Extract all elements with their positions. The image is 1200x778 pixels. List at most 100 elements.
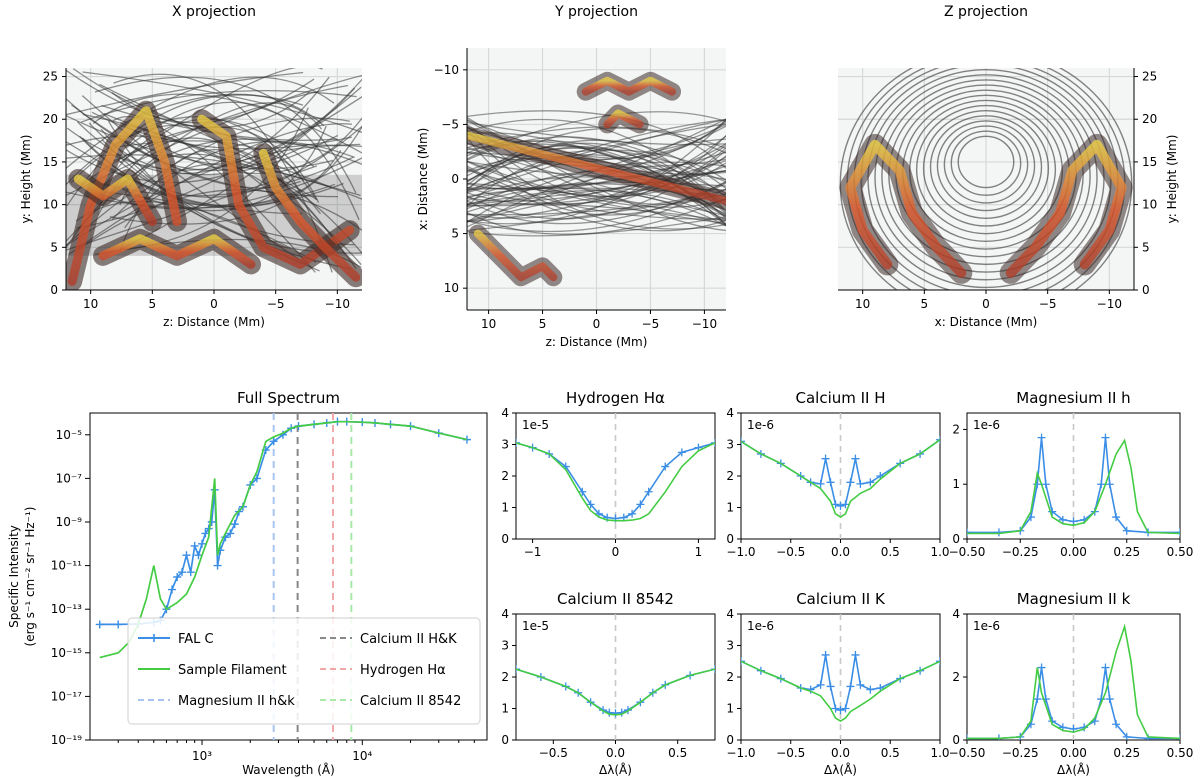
data-point: [1112, 720, 1121, 729]
y-axis-label: Specific Intensity: [7, 525, 21, 628]
y-axis-label: y: Height (Mm): [19, 135, 33, 224]
y-tick-label: 2: [952, 422, 960, 436]
y-tick-label: 2: [501, 670, 509, 684]
data-point: [1048, 507, 1057, 516]
x-tick-label: 0.50: [1167, 545, 1194, 559]
field-loop: [922, 109, 1050, 227]
y-tick-label: 10⁻⁷: [56, 471, 83, 485]
data-point: [1069, 517, 1078, 526]
data-point: [186, 568, 195, 577]
data-point: [1105, 480, 1114, 489]
field-line: [467, 147, 726, 217]
y-tick-label: 0: [501, 733, 509, 747]
field-loop: [915, 104, 1057, 235]
data-point: [841, 500, 850, 509]
x-tick-label: 5: [921, 297, 929, 311]
series-line: [967, 438, 1180, 535]
x-tick-label: 0.0: [831, 545, 850, 559]
x-tick-label: −10: [325, 297, 350, 311]
y-axis-label: y: Height (Mm): [1165, 135, 1179, 224]
data-point: [1176, 528, 1180, 537]
field-line: [66, 97, 339, 198]
x-tick-label: −5: [267, 297, 285, 311]
y-tick-label: 10: [43, 198, 58, 212]
field-line: [467, 165, 726, 207]
data-point: [866, 685, 875, 694]
data-point: [226, 529, 235, 538]
field-line: [91, 157, 362, 210]
data-point: [269, 437, 278, 446]
y-tick-label: −5: [441, 117, 459, 131]
x-tick-label: 1.0: [930, 746, 949, 760]
profile-title: Calcium II 8542: [557, 590, 674, 608]
x-tick-label: −1: [524, 545, 542, 559]
x-axis-label: z: Distance (Mm): [546, 335, 648, 349]
x-tick-label: 0: [612, 545, 620, 559]
y-tick-label: 10⁻¹⁷: [51, 689, 82, 703]
y-tick-label: 10⁻⁹: [56, 515, 83, 529]
data-point: [213, 561, 222, 570]
x-tick-label: −10: [1097, 297, 1122, 311]
y-tick-label: 10⁻⁵: [56, 428, 83, 442]
y-tick-label: 4: [726, 406, 734, 420]
scale-label: 1e-5: [522, 418, 549, 432]
data-point: [711, 438, 715, 447]
y-tick-label: 10⁻¹⁵: [51, 646, 82, 660]
x-tick-label: 1: [695, 545, 703, 559]
x-tick-label: 5: [149, 297, 157, 311]
data-point: [826, 682, 835, 691]
field-line: [81, 89, 357, 123]
x-tick-label: 10: [855, 297, 870, 311]
series-line: [516, 668, 715, 716]
data-point: [207, 518, 216, 526]
y-tick-label: 4: [501, 406, 509, 420]
projection-title: X projection: [172, 4, 256, 20]
filament-tube: [258, 148, 361, 282]
x-tick-label: 0.50: [1167, 746, 1194, 760]
profile-plot-area: [967, 413, 1180, 539]
y-tick-label: 20: [1142, 112, 1157, 126]
profile-title: Calcium II K: [796, 590, 886, 608]
y-tick-label: 0: [50, 283, 58, 297]
x-tick-label: 0: [593, 317, 601, 331]
y-tick-label: 4: [952, 607, 960, 621]
y-tick-label: 1: [501, 702, 509, 716]
data-point: [936, 435, 940, 444]
field-line: [467, 138, 726, 228]
field-line: [467, 149, 726, 220]
legend-label: Calcium II H&K: [360, 632, 457, 647]
y-tick-label: 15: [43, 155, 58, 169]
data-point: [1101, 663, 1110, 672]
data-point: [628, 509, 637, 518]
x-tick-label: −0.25: [1002, 746, 1039, 760]
filament-tube: [1005, 139, 1127, 278]
profile-title: Magnesium II h: [1016, 389, 1130, 407]
y-tick-label: 5: [50, 240, 58, 254]
field-line: [467, 149, 726, 182]
data-point: [741, 437, 745, 446]
data-point: [851, 650, 860, 659]
x-tick-label: 0: [210, 297, 218, 311]
y-tick-label: 1: [952, 477, 960, 491]
field-loop: [943, 125, 1029, 204]
data-point: [230, 520, 239, 529]
projection-title: Y projection: [554, 4, 638, 20]
field-line: [66, 71, 304, 116]
series-line: [967, 623, 1180, 740]
data-point: [856, 680, 865, 689]
x-tick-label: 0: [982, 297, 990, 311]
data-point: [831, 500, 840, 509]
profile-plot-area: [516, 614, 715, 740]
x-tick-label: 0.5: [668, 746, 687, 760]
field-line: [467, 147, 726, 183]
data-point: [677, 448, 686, 457]
series-line: [99, 420, 468, 659]
field-line: [92, 93, 362, 154]
field-line: [467, 125, 726, 198]
x-tick-label: 0.00: [1060, 746, 1087, 760]
legend-label: FAL C: [178, 632, 214, 647]
y-tick-label: 5: [451, 227, 459, 241]
data-point: [936, 657, 940, 666]
data-point: [856, 479, 865, 488]
data-point: [177, 568, 186, 577]
